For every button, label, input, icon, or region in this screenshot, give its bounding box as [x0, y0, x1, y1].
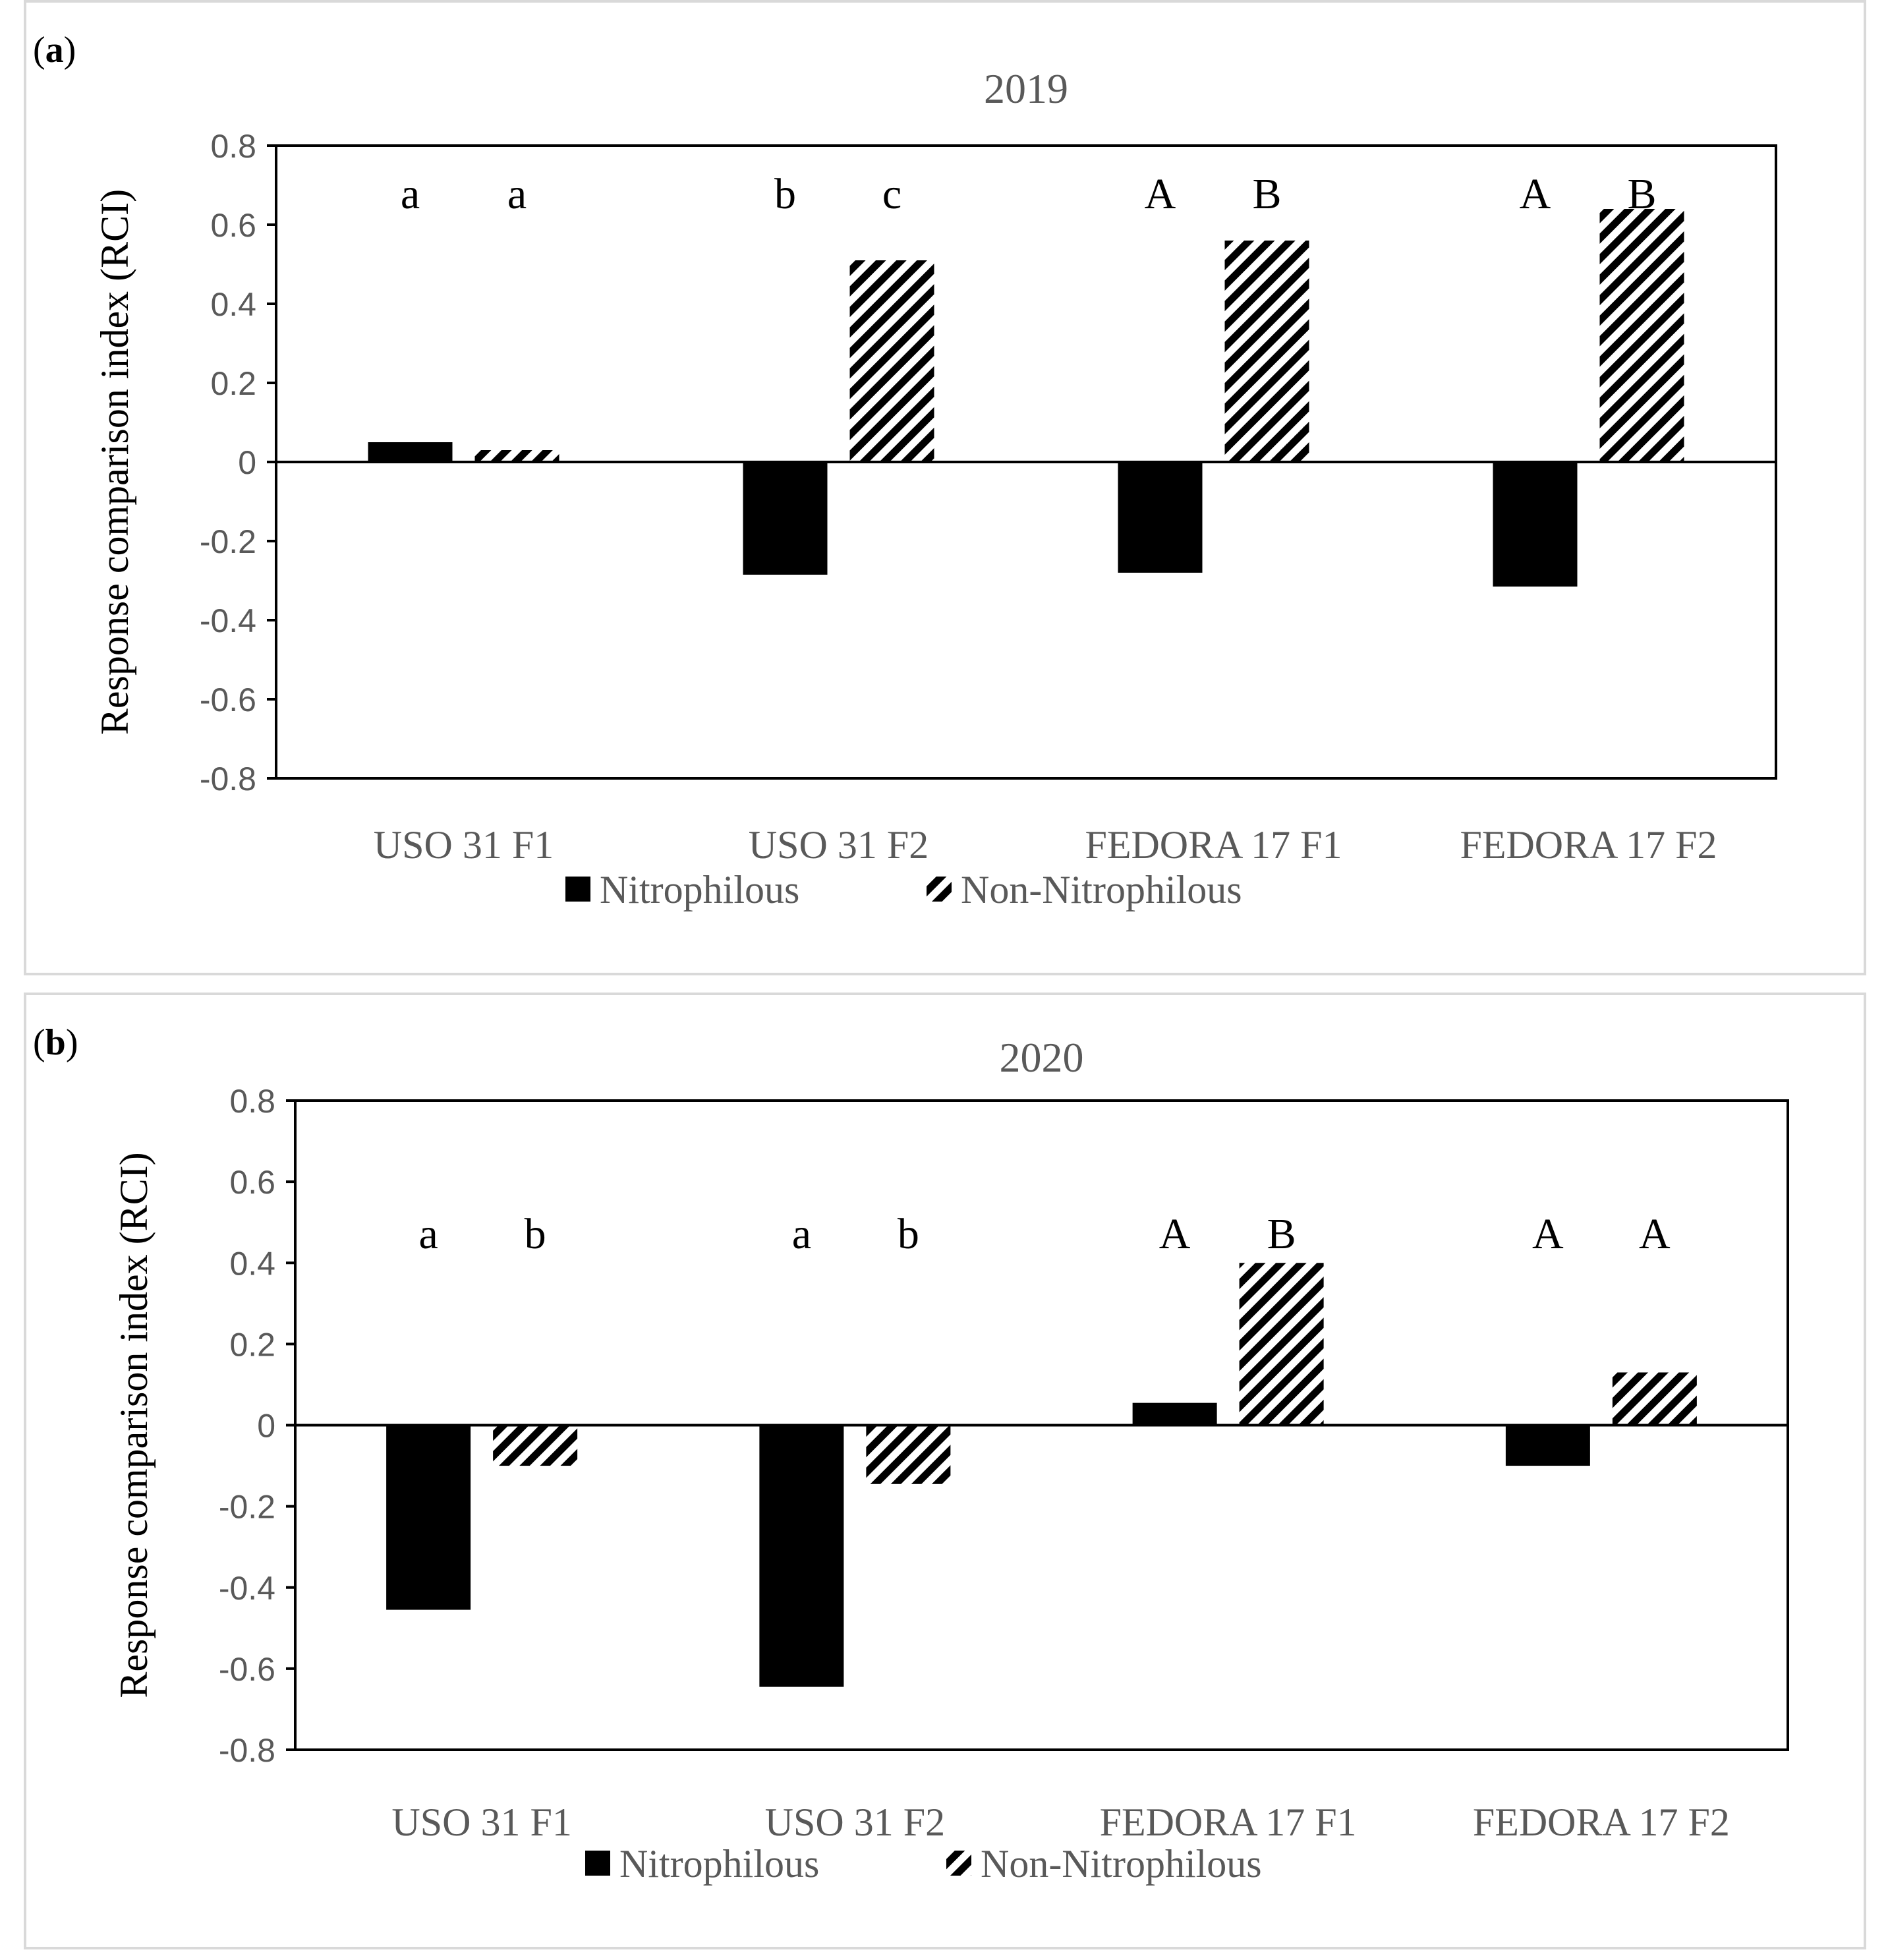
- significance-letter: a: [507, 170, 527, 218]
- chart-svg-b: 2020 Response comparison index (RCI) 0.8 0.…: [112, 1034, 1789, 1886]
- bar-nitrophilous: [1132, 1402, 1217, 1426]
- y-tick-label: 0.2: [210, 365, 256, 402]
- significance-letter: B: [1627, 170, 1656, 218]
- significance-letter: A: [1145, 170, 1176, 218]
- bar-non-nitrophilous: [474, 450, 559, 462]
- y-tick-label: 0.8: [210, 128, 256, 165]
- y-axis-label: Response comparison index (RCI): [93, 189, 136, 735]
- bar-nitrophilous: [1493, 462, 1578, 587]
- significance-letter: b: [898, 1210, 919, 1258]
- panel-label: (b): [33, 1022, 78, 1063]
- y-tick-label: -0.4: [200, 602, 256, 639]
- y-tick-label: 0.4: [210, 286, 256, 323]
- bar-non-nitrophilous: [866, 1425, 951, 1484]
- significance-letter: a: [418, 1210, 438, 1258]
- y-tick-label: -0.2: [200, 523, 256, 560]
- y-tick-label: 0.6: [210, 207, 256, 244]
- y-tick-label: -0.6: [200, 681, 256, 718]
- y-tick-label: -0.2: [219, 1489, 275, 1526]
- y-tick-label: 0: [238, 444, 256, 481]
- y-tick-label: -0.6: [219, 1651, 275, 1688]
- legend-swatch-non-nitrophilous: [927, 877, 952, 902]
- legend-label-nitrophilous: Nitrophilous: [619, 1842, 819, 1886]
- legend-label-non-nitrophilous: Non-Nitrophilous: [981, 1842, 1262, 1886]
- y-tick-label: 0.4: [229, 1245, 275, 1282]
- bar-nitrophilous: [1118, 462, 1203, 573]
- y-axis-label: Response comparison index (RCI): [112, 1152, 156, 1698]
- bar-non-nitrophilous: [1224, 241, 1309, 462]
- significance-letter: A: [1532, 1210, 1564, 1258]
- y-tick-label: 0.8: [229, 1083, 275, 1120]
- category-label: USO 31 F2: [749, 823, 929, 867]
- category-label: FEDORA 17 F1: [1085, 823, 1342, 867]
- chart-panel-a: (a) 2019 Response comparison index (RCI) 0…: [24, 0, 1866, 975]
- y-tick-label: -0.8: [200, 761, 256, 797]
- bar-non-nitrophilous: [1599, 209, 1684, 462]
- bar-non-nitrophilous: [1612, 1372, 1697, 1426]
- category-label: FEDORA 17 F1: [1100, 1801, 1357, 1844]
- legend-label-non-nitrophilous: Non-Nitrophilous: [961, 868, 1242, 911]
- panel-label: (a): [33, 30, 76, 71]
- category-label: USO 31 F2: [765, 1801, 945, 1844]
- significance-letter: A: [1520, 170, 1551, 218]
- bar-nitrophilous: [1505, 1425, 1590, 1466]
- y-tick-label: -0.8: [219, 1732, 275, 1769]
- y-tick-label: 0.2: [229, 1326, 275, 1363]
- significance-letter: A: [1639, 1210, 1671, 1258]
- category-label: USO 31 F1: [391, 1801, 571, 1844]
- legend-label-nitrophilous: Nitrophilous: [600, 868, 799, 911]
- chart-panel-b: (b) 2020 Response comparison index (RCI) 0…: [24, 993, 1866, 1949]
- significance-letter: B: [1267, 1210, 1296, 1258]
- category-label: USO 31 F1: [374, 823, 554, 867]
- bar-non-nitrophilous: [849, 260, 934, 462]
- significance-letter: b: [774, 170, 796, 218]
- chart-title: 2020: [1000, 1034, 1084, 1081]
- y-tick-label: -0.4: [219, 1570, 275, 1607]
- bar-nitrophilous: [759, 1425, 844, 1687]
- legend-swatch-nitrophilous: [585, 1851, 610, 1876]
- bar-non-nitrophilous: [1239, 1263, 1324, 1426]
- y-tick-label: 0.6: [229, 1164, 275, 1201]
- chart-title: 2019: [984, 65, 1068, 112]
- bar-nitrophilous: [386, 1425, 471, 1610]
- significance-letter: a: [792, 1210, 811, 1258]
- bar-non-nitrophilous: [493, 1425, 578, 1466]
- legend-swatch-non-nitrophilous: [946, 1851, 971, 1876]
- significance-letter: B: [1252, 170, 1281, 218]
- category-label: FEDORA 17 F2: [1473, 1801, 1730, 1844]
- bar-nitrophilous: [743, 462, 828, 575]
- legend-swatch-nitrophilous: [565, 877, 590, 902]
- significance-letter: A: [1159, 1210, 1191, 1258]
- bar-nitrophilous: [368, 442, 453, 462]
- significance-letter: a: [401, 170, 420, 218]
- significance-letter: c: [882, 170, 901, 218]
- category-label: FEDORA 17 F2: [1460, 823, 1717, 867]
- y-tick-label: 0: [257, 1408, 275, 1445]
- significance-letter: b: [525, 1210, 546, 1258]
- chart-svg-a: 2019 Response comparison index (RCI) 0.8 0.…: [93, 65, 1777, 911]
